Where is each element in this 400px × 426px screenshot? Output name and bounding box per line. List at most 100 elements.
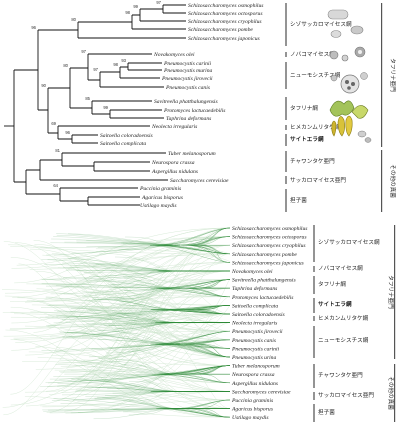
- bottom-clade-label: チャワンタケ亜門: [318, 371, 363, 379]
- bottom-taxon-label: Tuber melanosporum: [232, 364, 280, 370]
- top-tree-branches: [4, 4, 186, 206]
- bootstrap-value: 85: [85, 96, 90, 101]
- top-clade-label: ヒメカンムリタケ綱: [290, 123, 341, 131]
- bootstrap-value: 64: [53, 183, 58, 188]
- top-taxon-label: Tuber melanosporum: [168, 151, 216, 157]
- saitoella-cell-illustration: [357, 130, 372, 143]
- bottom-taxon-label: Schizosaccharomyces octosporus: [232, 235, 307, 241]
- bottom-taxon-label: Schizosaccharomyces japonicus: [232, 260, 304, 266]
- top-tree-taxa: Schizosaccharomyces osmophilus Schizosacc…: [100, 3, 263, 209]
- bottom-group-label-other-fungi: その他の真菌: [387, 376, 395, 410]
- top-clade-label: サッカロマイセス亜門: [290, 177, 346, 184]
- top-taxon-label: Saccharomyces cerevisiae: [170, 178, 229, 184]
- bootstrap-value: 97: [156, 0, 161, 5]
- top-clade-label: チャワンタケ亜門: [290, 157, 335, 165]
- top-taxon-label: Pneumocystis murina: [163, 68, 213, 74]
- top-taxon-label: Aspergillus nidulans: [151, 169, 198, 175]
- bootstrap-value: 93: [121, 58, 126, 63]
- bootstrap-value: 98: [113, 62, 118, 67]
- bottom-taxon-label: Savitreella phatthalungensis: [232, 278, 296, 284]
- bottom-taxon-label: Novakomyces olei: [231, 269, 273, 275]
- top-group-label-other-fungi: その他の真菌: [389, 164, 397, 198]
- top-taxon-label: Schizosaccharomyces osmophilus: [188, 3, 263, 9]
- bottom-taxon-label: Pneumocystis jirovecii: [231, 329, 283, 335]
- top-taxon-label: Protomyces lactucaedebilis: [163, 108, 225, 114]
- top-taxon-label: Puccinia graminis: [139, 186, 181, 192]
- top-taxon-label: Saitoella complicata: [100, 141, 146, 147]
- bottom-taxon-label: Saitoella complicata: [232, 303, 278, 309]
- top-taxon-label: Taphrina deformans: [166, 115, 211, 122]
- bootstrap-value: 69: [51, 121, 56, 126]
- bootstrap-value: 80: [63, 63, 68, 68]
- bottom-taxon-label: Pneumocystis urina: [231, 355, 276, 361]
- top-taxon-label: Saitoella coloradoensis: [100, 133, 153, 139]
- top-taxon-label: Neolecta irregularis: [151, 124, 197, 130]
- top-taxon-label: Novakomyces olei: [153, 52, 195, 58]
- bottom-clade-label: タフリナ綱: [318, 280, 346, 288]
- pneumocystis-cell-illustration: [330, 72, 368, 94]
- bottom-group-bar-taphrinomycotina: [394, 225, 396, 359]
- top-group-bar-taphrinomycotina: [381, 3, 383, 147]
- bottom-taxon-label: Puccinia graminis: [231, 398, 273, 404]
- bootstrap-value: 80: [71, 17, 76, 22]
- fission-yeast-cell-illustration: [327, 9, 364, 38]
- bootstrap-value: 98: [125, 10, 130, 15]
- bottom-taxon-label: Saitoella coloradoensis: [232, 312, 285, 318]
- bottom-taxon-label: Schizosaccharomyces osmophilus: [232, 226, 307, 232]
- bottom-tree-clade-labels: シゾサッカロマイセス綱ノバコマイセス綱タフリナ綱サイトエラ綱ヒメカンムリタケ綱ニ…: [318, 238, 380, 416]
- top-clade-label: ニューモシスチス綱: [290, 71, 341, 79]
- bootstrap-value: 97: [81, 49, 86, 54]
- top-clade-label: ノバコマイセス綱: [290, 50, 335, 58]
- bottom-clade-label: シゾサッカロマイセス綱: [318, 238, 380, 246]
- top-clade-label: 担子菌: [290, 196, 307, 204]
- bottom-clade-label: ニューモシスチス綱: [318, 336, 369, 344]
- bootstrap-value: 99: [103, 105, 108, 110]
- bottom-taxon-label: Neurospora crassa: [231, 372, 275, 378]
- top-tree-clade-labels: シゾサッカロマイセス綱ノバコマイセス綱ニューモシスチス綱タフリナ綱ヒメカンムリタ…: [290, 20, 352, 204]
- bottom-taxon-label: Taphrina deformans: [232, 285, 277, 292]
- bottom-clade-label: ノバコマイセス綱: [318, 264, 363, 272]
- top-taxon-label: Pneumocystis carinii: [163, 61, 212, 67]
- bottom-taxon-label: Neolecta irregularis: [231, 321, 277, 327]
- novakomyces-cell-illustration: [329, 46, 366, 62]
- top-taxon-label: Pneumocystis jirovecii: [161, 76, 213, 82]
- top-clade-label: シゾサッカロマイセス綱: [290, 20, 352, 28]
- bottom-taxon-label: Ustilago maydis: [232, 415, 269, 421]
- bootstrap-value: 99: [133, 4, 138, 9]
- top-taxon-label: Schizosaccharomyces cryophilus: [188, 19, 262, 25]
- top-taxon-label: Schizosaccharomyces pombe: [188, 27, 253, 33]
- bottom-taxon-label: Schizosaccharomyces pombe: [232, 252, 297, 258]
- bottom-clade-label: 担子菌: [318, 408, 335, 416]
- top-taxon-label: Schizosaccharomyces japonicus: [188, 36, 260, 42]
- top-taxon-label: Agaricus bisporus: [141, 195, 183, 201]
- bottom-taxon-label: Pneumocystis carinii: [231, 346, 280, 352]
- bottom-clade-label: サッカロマイセス亜門: [318, 392, 374, 399]
- top-taxon-label: Ustilago maydis: [140, 203, 177, 209]
- bottom-taxon-label: Agaricus bisporus: [231, 407, 273, 413]
- taphrina-leaf-curl-illustration: [329, 100, 369, 119]
- bootstrap-value: 90: [41, 83, 46, 88]
- bottom-taxon-label: Protomyces lactucaedebilis: [231, 295, 293, 301]
- bottom-clade-label: ヒメカンムリタケ綱: [318, 314, 369, 322]
- bootstrap-value: 96: [65, 130, 70, 135]
- bottom-taxon-label: Pneumocystis canis: [231, 338, 276, 344]
- top-clade-label: サイトエラ綱: [290, 135, 324, 143]
- top-taxon-label: Schizosaccharomyces octosporus: [188, 11, 263, 17]
- fungal-cell-illustrations: [327, 9, 372, 143]
- bottom-tree-consensus-cloud: [1, 227, 231, 419]
- bottom-taxon-label: Schizosaccharomyces cryophilus: [232, 243, 306, 249]
- top-group-label-taphrinomycotina: タフリナ亜門: [389, 58, 397, 92]
- top-taxon-label: Savitreella phatthalungensis: [154, 99, 218, 105]
- bottom-taxon-label: Aspergillus nidulans: [231, 381, 278, 387]
- neolecta-fruiting-body-illustration: [331, 115, 353, 137]
- top-taxon-label: Pneumocystis canis: [165, 85, 210, 91]
- top-clade-label: タフリナ綱: [290, 104, 318, 112]
- top-taxon-label: Neurospora crassa: [151, 160, 195, 166]
- bootstrap-value: 81: [55, 148, 60, 153]
- bottom-group-label-taphrinomycotina: タフリナ亜門: [387, 275, 395, 309]
- bottom-clade-label: サイトエラ綱: [318, 300, 352, 308]
- bootstrap-value: 96: [31, 25, 36, 30]
- bottom-group-bar-other-fungi: [394, 364, 396, 422]
